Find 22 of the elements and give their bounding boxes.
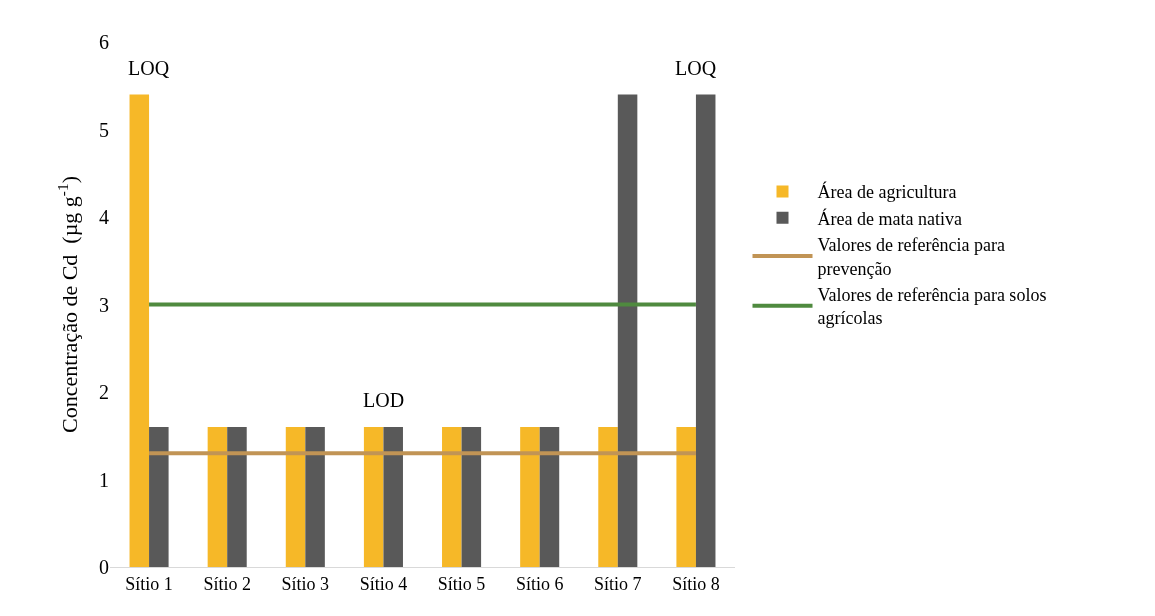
x-tick-label: Sítio 1 bbox=[125, 573, 173, 594]
x-tick-label: Sítio 5 bbox=[437, 573, 486, 594]
annotation: LOD bbox=[363, 389, 405, 411]
annotation: LOQ bbox=[128, 57, 170, 79]
legend-label: Área de mata nativa bbox=[817, 207, 962, 229]
x-tick-label: Sítio 4 bbox=[359, 573, 408, 594]
x-tick-label: Sítio 7 bbox=[594, 573, 642, 594]
legend-label: Área de agricultura bbox=[817, 181, 957, 203]
legend-label: Valores de referência para solos agrícolas bbox=[817, 285, 1047, 329]
y-tick-label: 0 bbox=[99, 556, 109, 578]
legend-label: Valores de referência para prevenção bbox=[817, 235, 1005, 279]
x-tick-label: Sítio 8 bbox=[672, 573, 720, 594]
y-tick-label: 2 bbox=[99, 381, 109, 403]
x-tick-label: Sítio 2 bbox=[203, 573, 251, 594]
x-tick-label: Sítio 3 bbox=[281, 573, 330, 594]
y-tick-label: 3 bbox=[99, 293, 109, 316]
y-tick-label: 5 bbox=[99, 118, 109, 141]
y-tick-label: 6 bbox=[99, 31, 109, 53]
x-tick-label: Sítio 6 bbox=[515, 573, 564, 594]
annotation: LOQ bbox=[675, 57, 717, 79]
y-tick-label: 4 bbox=[99, 206, 109, 228]
y-tick-label: 1 bbox=[99, 468, 109, 491]
